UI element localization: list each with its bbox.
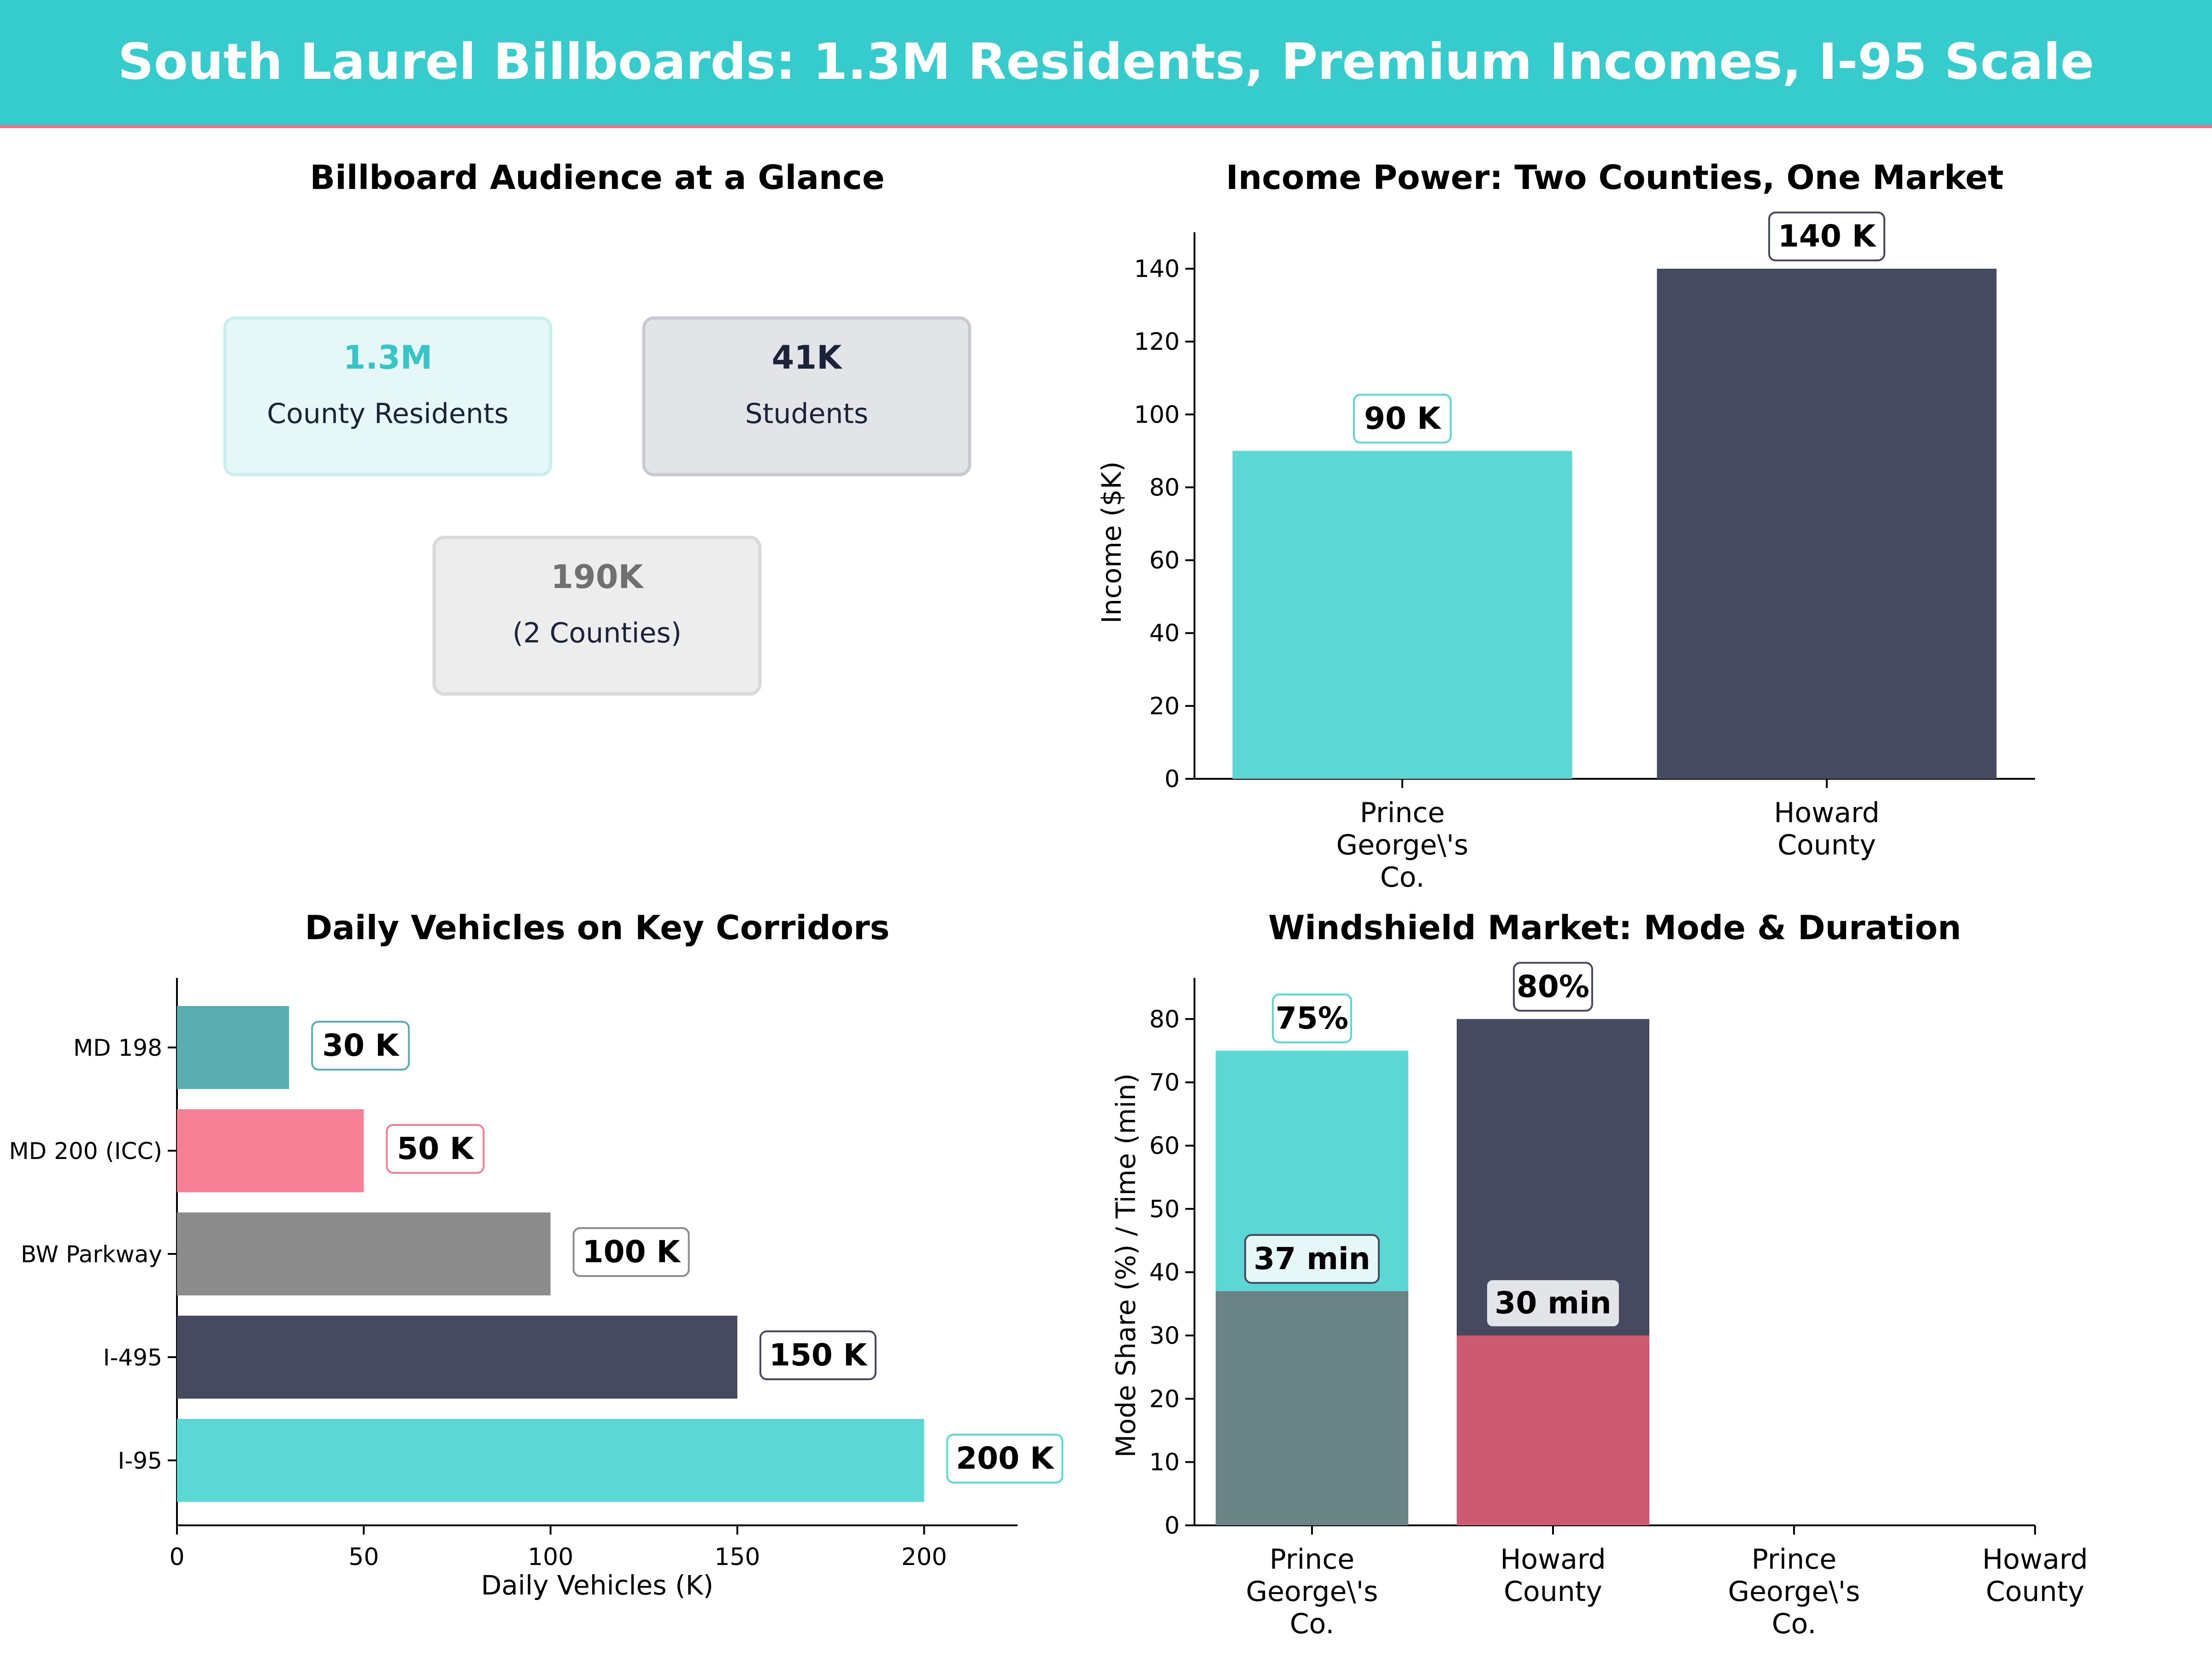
data-label-box bbox=[572, 1227, 690, 1277]
data-label-box bbox=[1513, 962, 1593, 1012]
data-label-box bbox=[759, 1330, 877, 1380]
data-label: 30 K bbox=[322, 1028, 400, 1063]
y-tick-label: 80 bbox=[1149, 474, 1180, 501]
header-banner: South Laurel Billboards: 1.3M Residents,… bbox=[0, 0, 2212, 128]
x-tick-label: Howard County bbox=[1500, 1543, 1606, 1608]
x-tick-label: Prince George\'s Co. bbox=[1246, 1543, 1378, 1640]
x-tick-label: Prince George\'s Co. bbox=[1336, 797, 1469, 894]
data-label: 37 min bbox=[1253, 1241, 1370, 1277]
vehicles-chart: Daily Vehicles on Key Corridors 0 50 100 150… bbox=[9, 908, 1064, 1601]
y-tick-label: 60 bbox=[1149, 1132, 1180, 1160]
data-label: 75% bbox=[1276, 1000, 1348, 1036]
data-label: 100 K bbox=[582, 1234, 682, 1270]
data-label-box bbox=[311, 1021, 410, 1071]
data-label: 200 K bbox=[956, 1441, 1055, 1476]
bar-commute-time bbox=[1457, 1335, 1649, 1525]
data-label-box bbox=[946, 1434, 1064, 1483]
y-tick-label: 100 bbox=[1134, 401, 1180, 429]
data-label-box bbox=[1485, 1278, 1621, 1328]
y-tick-label: MD 198 bbox=[73, 1035, 162, 1061]
kpi-card bbox=[432, 535, 762, 696]
y-axis-label: Mode Share (%) / Time (min) bbox=[1110, 1073, 1141, 1458]
data-label: 150 K bbox=[769, 1337, 868, 1373]
kpi-card-value: 41K bbox=[772, 339, 843, 377]
x-tick-label: 150 bbox=[714, 1543, 760, 1571]
kpi-card-label: County Residents bbox=[267, 398, 508, 430]
bar bbox=[177, 1419, 924, 1502]
data-label-box bbox=[1353, 394, 1452, 444]
y-tick-label: 0 bbox=[1165, 765, 1180, 793]
x-tick-label: 0 bbox=[169, 1543, 184, 1571]
data-label-box bbox=[1768, 212, 1885, 262]
y-tick-label: I-95 bbox=[118, 1447, 162, 1474]
data-label-box bbox=[386, 1124, 485, 1174]
y-tick-label: 40 bbox=[1149, 620, 1180, 647]
bar bbox=[177, 1109, 364, 1192]
bar bbox=[177, 1006, 289, 1089]
data-label: 50 K bbox=[397, 1131, 475, 1166]
y-tick-label: 20 bbox=[1149, 1385, 1180, 1413]
x-tick-label: 200 bbox=[901, 1543, 947, 1571]
x-tick-label: 50 bbox=[348, 1543, 379, 1571]
bar bbox=[177, 1316, 737, 1399]
y-tick-label: 50 bbox=[1149, 1195, 1180, 1223]
kpi-card-value: 1.3M bbox=[343, 339, 433, 377]
y-axis-label: Income ($K) bbox=[1096, 461, 1127, 624]
y-tick-label: 10 bbox=[1149, 1449, 1180, 1477]
kpi-card-label: Students bbox=[745, 398, 868, 430]
kpi-card-value: 190K bbox=[551, 558, 644, 596]
bar bbox=[1232, 451, 1572, 779]
x-tick-label: 100 bbox=[528, 1543, 573, 1571]
y-tick-label: 60 bbox=[1149, 547, 1180, 575]
data-label: 80% bbox=[1517, 969, 1589, 1004]
chart-title: Windshield Market: Mode & Duration bbox=[1268, 908, 1961, 947]
data-label: 30 min bbox=[1494, 1285, 1611, 1321]
y-tick-label: 70 bbox=[1149, 1069, 1180, 1097]
income-chart: Income Power: Two Counties, One Market 0 2… bbox=[1096, 158, 2035, 894]
chart-title: Daily Vehicles on Key Corridors bbox=[305, 908, 890, 947]
x-tick-label: Prince George\'s Co. bbox=[1728, 1543, 1860, 1640]
kpi-card bbox=[223, 316, 553, 477]
y-tick-label: 40 bbox=[1149, 1259, 1180, 1287]
y-tick-label: 20 bbox=[1149, 693, 1180, 720]
kpi-panel-title: Billboard Audience at a Glance bbox=[310, 158, 884, 197]
mode-chart: Windshield Market: Mode & Duration 0 10 20 3… bbox=[1110, 908, 2088, 1640]
y-tick-label: 0 bbox=[1165, 1512, 1180, 1540]
bar bbox=[177, 1212, 551, 1295]
y-tick-label: 30 bbox=[1149, 1322, 1180, 1350]
y-tick-label: MD 200 (ICC) bbox=[9, 1138, 162, 1165]
data-label: 140 K bbox=[1778, 218, 1877, 254]
x-axis-label: Daily Vehicles (K) bbox=[481, 1570, 714, 1601]
data-label-box bbox=[1244, 1234, 1380, 1284]
kpi-card-label: (2 Counties) bbox=[512, 617, 682, 649]
y-tick-label: 140 bbox=[1134, 255, 1180, 283]
y-tick-label: 80 bbox=[1149, 1006, 1180, 1033]
y-tick-label: I-495 bbox=[103, 1344, 162, 1371]
y-tick-label: 120 bbox=[1134, 328, 1180, 356]
chart-title: Income Power: Two Counties, One Market bbox=[1226, 158, 2004, 197]
page-title: South Laurel Billboards: 1.3M Residents,… bbox=[118, 33, 2094, 91]
x-tick-label: Howard County bbox=[1774, 797, 1879, 861]
x-tick-label: Howard County bbox=[1982, 1543, 2088, 1608]
kpi-card bbox=[642, 316, 971, 477]
y-tick-label: BW Parkway bbox=[21, 1241, 162, 1268]
kpi-panel: Billboard Audience at a Glance 1.3M Count… bbox=[223, 158, 971, 696]
bar bbox=[1657, 269, 1997, 779]
data-label: 90 K bbox=[1364, 400, 1442, 436]
data-label-box bbox=[1272, 993, 1352, 1043]
bar-commute-time bbox=[1216, 1291, 1408, 1525]
